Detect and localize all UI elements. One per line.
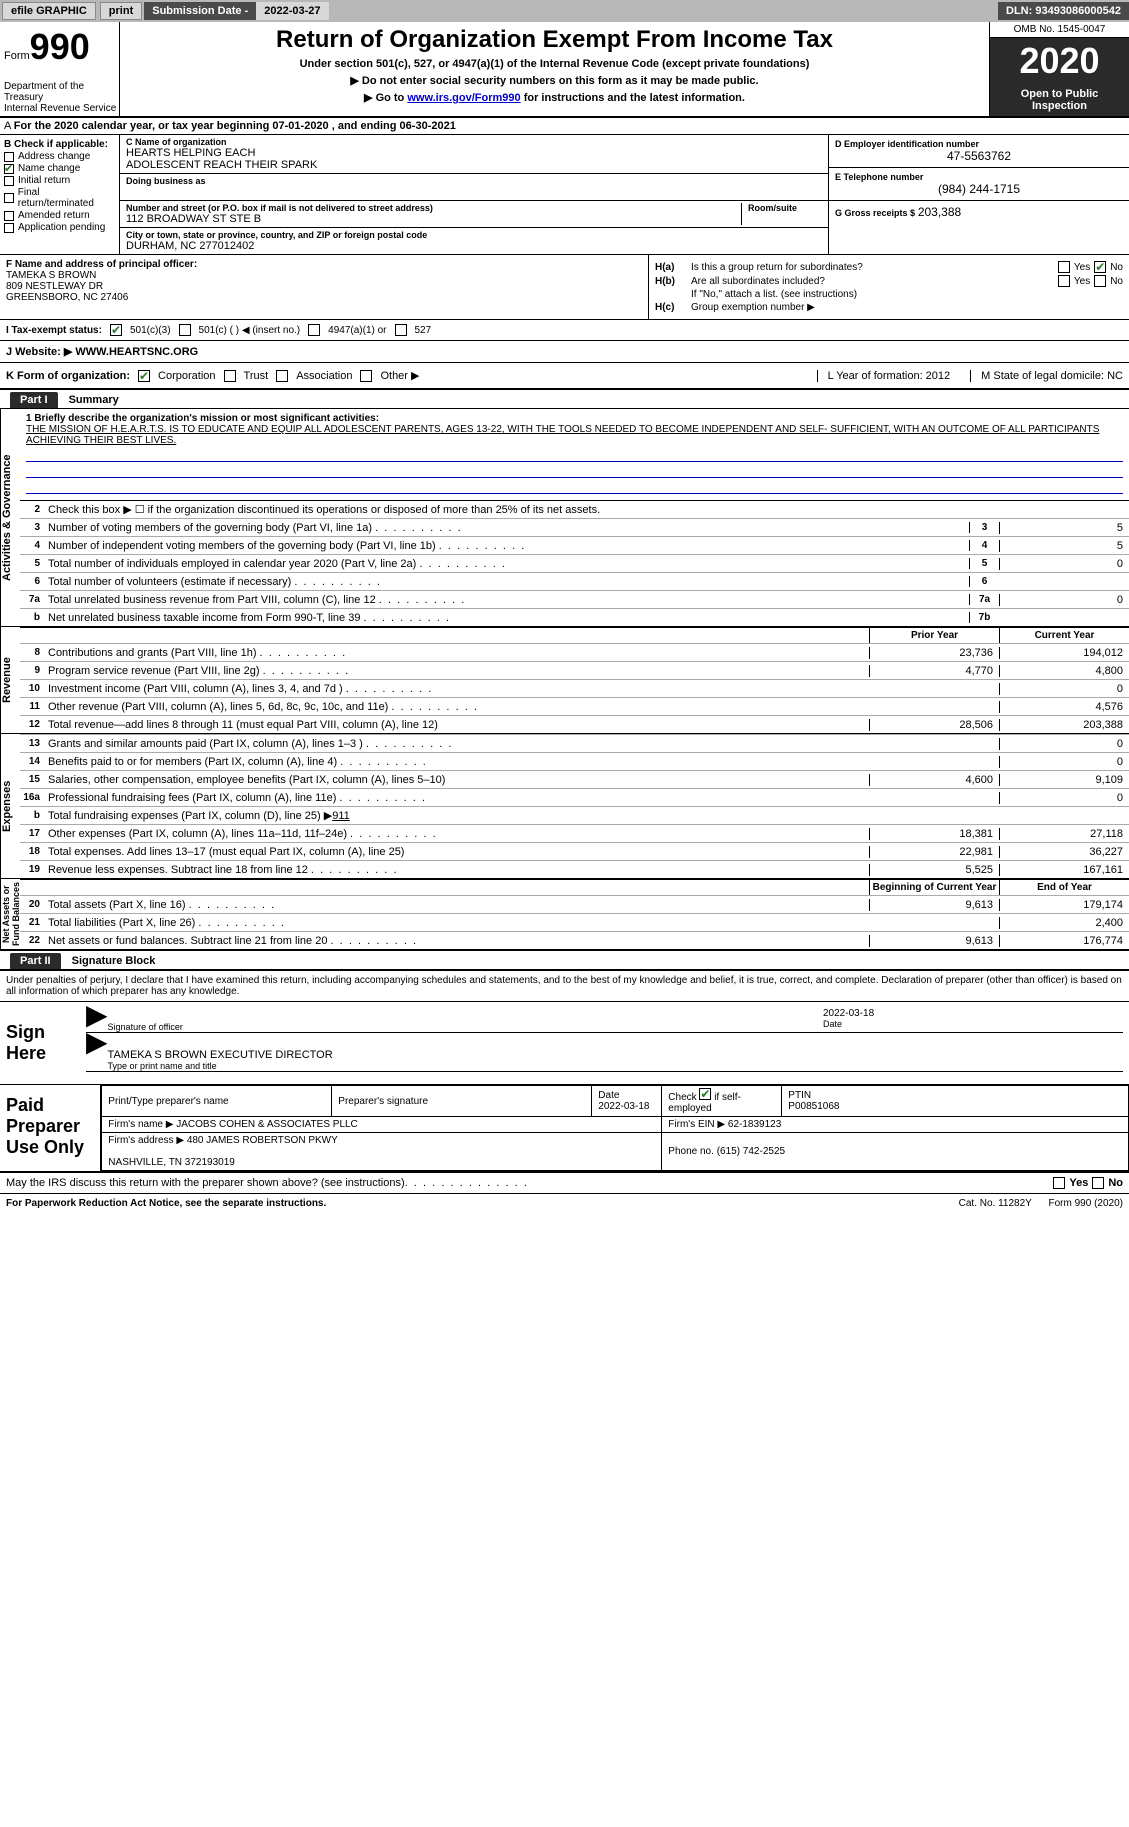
col-h: H(a) Is this a group return for subordin…	[649, 255, 1129, 319]
col-c: C Name of organization HEARTS HELPING EA…	[120, 135, 829, 254]
org-name: HEARTS HELPING EACH ADOLESCENT REACH THE…	[126, 147, 822, 171]
cb-other[interactable]	[360, 370, 372, 382]
cb-trust[interactable]	[224, 370, 236, 382]
form-word: Form	[4, 50, 30, 62]
cb-527[interactable]	[395, 324, 407, 336]
print-button[interactable]: print	[100, 2, 142, 20]
cb-discuss-yes[interactable]	[1053, 1177, 1065, 1189]
summary-section: Activities & Governance 1 Briefly descri…	[0, 409, 1129, 626]
cb-association[interactable]	[276, 370, 288, 382]
ein: 47-5563762	[835, 149, 1123, 163]
cb-corporation[interactable]	[138, 370, 150, 382]
firm-phone: (615) 742-2525	[717, 1146, 785, 1157]
gross-receipts: 203,388	[918, 205, 961, 219]
paid-preparer-block: Paid Preparer Use Only Print/Type prepar…	[0, 1085, 1129, 1173]
cb-4947[interactable]	[308, 324, 320, 336]
form-number: 990	[30, 26, 90, 67]
cb-address-change[interactable]	[4, 152, 14, 162]
officer-name: TAMEKA S BROWN EXECUTIVE DIRECTOR	[108, 1049, 333, 1061]
submission-date-label: Submission Date -	[144, 2, 256, 20]
submission-date-value: 2022-03-27	[256, 2, 328, 20]
cb-501c[interactable]	[179, 324, 191, 336]
row-j: J Website: ▶ WWW.HEARTSNC.ORG	[0, 341, 1129, 363]
vtab-revenue: Revenue	[0, 627, 20, 733]
cb-application-pending[interactable]	[4, 223, 14, 233]
vtab-expenses: Expenses	[0, 734, 20, 878]
ptin: P00851068	[788, 1101, 839, 1112]
col-deg: D Employer identification number 47-5563…	[829, 135, 1129, 254]
cb-amended[interactable]	[4, 211, 14, 221]
form-header: Form990 Department of the Treasury Inter…	[0, 22, 1129, 118]
val-3: 5	[999, 522, 1129, 534]
form-subtitle: Under section 501(c), 527, or 4947(a)(1)…	[128, 58, 981, 70]
principal-officer: TAMEKA S BROWN 809 NESTLEWAY DR GREENSBO…	[6, 270, 642, 303]
cb-self-employed[interactable]	[699, 1088, 711, 1100]
topbar: efile GRAPHIC print Submission Date - 20…	[0, 0, 1129, 22]
org-city: DURHAM, NC 277012402	[126, 240, 822, 252]
vtab-activities: Activities & Governance	[0, 409, 20, 626]
block-fh: F Name and address of principal officer:…	[0, 255, 1129, 320]
vtab-netassets: Net Assets or Fund Balances	[0, 879, 20, 949]
state-domicile: M State of legal domicile: NC	[970, 370, 1123, 382]
cb-ha-yes[interactable]	[1058, 261, 1070, 273]
cb-discuss-no[interactable]	[1092, 1177, 1104, 1189]
firm-name: JACOBS COHEN & ASSOCIATES PLLC	[176, 1119, 358, 1130]
efile-graphic-button[interactable]: efile GRAPHIC	[2, 2, 96, 20]
mission-text: THE MISSION OF H.E.A.R.T.S. IS TO EDUCAT…	[26, 424, 1123, 446]
cb-hb-no[interactable]	[1094, 275, 1106, 287]
row-k: K Form of organization: Corporation Trus…	[0, 363, 1129, 390]
website: WWW.HEARTSNC.ORG	[75, 346, 198, 358]
row-i: I Tax-exempt status: 501(c)(3) 501(c) ( …	[0, 320, 1129, 341]
telephone: (984) 244-1715	[835, 182, 1123, 196]
form-title: Return of Organization Exempt From Incom…	[128, 26, 981, 54]
val-7a: 0	[999, 594, 1129, 606]
val-5: 0	[999, 558, 1129, 570]
discuss-row: May the IRS discuss this return with the…	[0, 1173, 1129, 1194]
open-to-public: Open to Public Inspection	[990, 84, 1129, 116]
irs-link[interactable]: www.irs.gov/Form990	[407, 92, 520, 104]
part-i-header: Part I Summary	[0, 390, 1129, 409]
cb-hb-yes[interactable]	[1058, 275, 1070, 287]
arrow-icon: ▶	[86, 1035, 108, 1071]
instr-1: ▶ Do not enter social security numbers o…	[128, 74, 981, 87]
part-ii-header: Part II Signature Block	[0, 951, 1129, 970]
sign-here-block: Sign Here ▶ Signature of officer 2022-03…	[0, 1001, 1129, 1085]
omb-number: OMB No. 1545-0047	[990, 22, 1129, 38]
year-of-formation: L Year of formation: 2012	[817, 370, 951, 382]
val-4: 5	[999, 540, 1129, 552]
block-bcd: B Check if applicable: Address change Na…	[0, 135, 1129, 255]
cb-final-return[interactable]	[4, 193, 14, 203]
cb-name-change[interactable]	[4, 164, 14, 174]
cb-501c3[interactable]	[110, 324, 122, 336]
cb-ha-no[interactable]	[1094, 261, 1106, 273]
firm-ein: 62-1839123	[728, 1119, 781, 1130]
col-b-checkboxes: B Check if applicable: Address change Na…	[0, 135, 120, 254]
org-address: 112 BROADWAY ST STE B	[126, 213, 735, 225]
tax-year: 2020	[990, 38, 1129, 84]
department: Department of the Treasury Internal Reve…	[4, 81, 119, 114]
cb-initial-return[interactable]	[4, 176, 14, 186]
dln-value: DLN: 93493086000542	[998, 2, 1129, 20]
signature-intro: Under penalties of perjury, I declare th…	[0, 970, 1129, 1001]
instr-2: ▶ Go to www.irs.gov/Form990 for instruct…	[128, 91, 981, 104]
mission-block: 1 Briefly describe the organization's mi…	[20, 409, 1129, 500]
footer: For Paperwork Reduction Act Notice, see …	[0, 1194, 1129, 1213]
line-a-tax-year: A For the 2020 calendar year, or tax yea…	[0, 118, 1129, 135]
